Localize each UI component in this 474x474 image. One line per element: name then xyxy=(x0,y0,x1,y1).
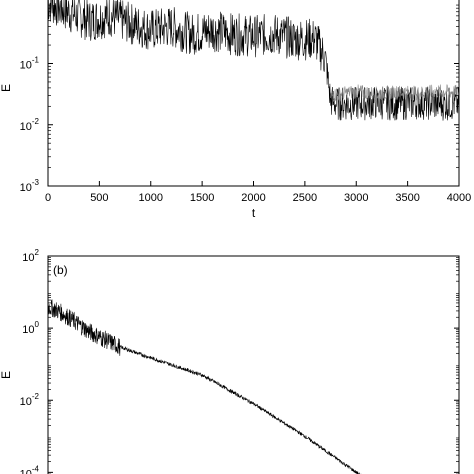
y-axis-title: E xyxy=(0,371,13,379)
x-tick-label: 500 xyxy=(90,192,108,204)
y-tick-exponent: 2 xyxy=(35,248,40,257)
y-tick-exponent: -3 xyxy=(32,178,40,187)
y-tick-label: 10-2 xyxy=(20,392,40,408)
y-tick-label: 102 xyxy=(22,248,39,264)
plot-area xyxy=(48,0,459,121)
panel-a: 10-310-210-10 500 1000 1500 2000 2500 3000 3500… xyxy=(0,0,471,220)
x-tick-label: 3000 xyxy=(344,192,368,204)
y-tick-base: 10 xyxy=(20,60,32,72)
x-tick-label: 2000 xyxy=(241,192,265,204)
series-0 xyxy=(48,0,459,121)
series-1 xyxy=(330,84,459,103)
y-tick-exponent: 0 xyxy=(35,320,40,329)
series-0 xyxy=(48,299,362,474)
y-tick-base: 10 xyxy=(20,182,32,194)
y-tick-base: 10 xyxy=(22,252,34,264)
y-tick-label: 10-3 xyxy=(20,178,40,194)
y-tick-exponent: -4 xyxy=(32,464,40,473)
y-tick-label: 100 xyxy=(22,320,39,336)
y-tick-base: 10 xyxy=(22,324,34,336)
y-tick-exponent: -1 xyxy=(32,56,40,65)
y-tick-base: 10 xyxy=(20,396,32,408)
y-tick-label: 10-4 xyxy=(20,464,40,474)
plot-frame xyxy=(47,255,460,474)
y-tick-exponent: -2 xyxy=(32,392,40,401)
y-tick-label: 10-1 xyxy=(20,56,40,72)
x-tick-label: 2500 xyxy=(293,192,317,204)
x-tick-label: 0 xyxy=(45,192,51,204)
x-axis-title: t xyxy=(252,206,256,220)
panel-label: (b) xyxy=(53,263,68,277)
y-tick-base: 10 xyxy=(20,468,32,474)
x-tick-label: 1500 xyxy=(190,192,214,204)
y-tick-exponent: -2 xyxy=(32,117,40,126)
y-tick-label: 10-2 xyxy=(20,117,40,133)
plot-area xyxy=(48,299,362,474)
x-tick-label: 4000 xyxy=(447,192,471,204)
y-axis-title: E xyxy=(0,84,13,92)
y-tick-base: 10 xyxy=(20,121,32,133)
x-tick-label: 1000 xyxy=(139,192,163,204)
x-tick-label: 3500 xyxy=(395,192,419,204)
